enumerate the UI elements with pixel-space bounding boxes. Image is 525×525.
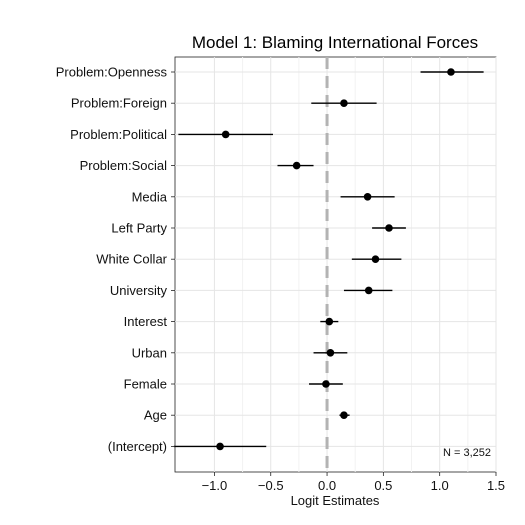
y-tick-label: Media	[132, 189, 168, 204]
x-axis: −1.0 −0.5 0.0 0.5 1.0 1.5	[202, 472, 505, 493]
point-estimate	[325, 317, 334, 326]
point-estimate	[385, 224, 393, 232]
y-tick-label: University	[110, 283, 168, 298]
point-estimate	[363, 193, 372, 201]
sample-size-annotation: N = 3,252	[443, 447, 491, 459]
estimates	[173, 68, 484, 451]
y-tick-label: Problem:Social	[80, 158, 168, 173]
point-estimate	[221, 130, 230, 139]
x-axis-label: Logit Estimates	[291, 493, 380, 508]
x-tick-label: 1.0	[431, 478, 449, 493]
point-estimate	[216, 442, 224, 451]
point-estimate	[322, 380, 330, 388]
y-tick-label: Urban	[132, 345, 167, 360]
x-tick-label: −0.5	[258, 478, 284, 493]
x-tick-label: 0.5	[374, 478, 392, 493]
x-tick-label: 1.5	[487, 478, 505, 493]
y-tick-label: Female	[124, 377, 167, 392]
y-tick-label: Age	[144, 408, 167, 423]
y-tick-label: White Collar	[96, 252, 167, 267]
plot-panel	[174, 56, 497, 473]
point-estimate	[292, 161, 301, 170]
y-tick-label: Problem:Openness	[56, 65, 168, 80]
point-estimate	[340, 99, 348, 107]
y-tick-label: Problem:Political	[70, 127, 167, 142]
y-tick-label: Left Party	[111, 221, 167, 236]
x-tick-label: 0.0	[318, 478, 336, 493]
point-estimate	[340, 411, 348, 420]
y-axis-labels: Problem:Openness Problem:Foreign Problem:P…	[56, 65, 175, 454]
y-tick-label: Interest	[124, 314, 168, 329]
point-estimate	[371, 255, 380, 263]
x-tick-label: −1.0	[202, 478, 228, 493]
point-estimate	[364, 286, 373, 295]
y-tick-label: Problem:Foreign	[71, 96, 167, 111]
y-tick-label: (Intercept)	[108, 439, 167, 454]
point-estimate	[326, 349, 335, 357]
chart-title: Model 1: Blaming International Forces	[192, 33, 478, 52]
point-estimate	[447, 68, 455, 76]
